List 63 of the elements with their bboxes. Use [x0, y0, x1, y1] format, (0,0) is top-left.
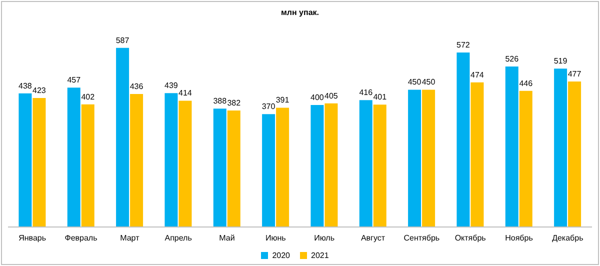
bar: [116, 48, 130, 227]
bar: [456, 52, 470, 227]
legend-label: 2021: [311, 251, 329, 260]
x-tick-label: Май: [219, 234, 235, 243]
bar: [568, 81, 582, 227]
bar: [422, 90, 436, 227]
bar: [324, 103, 338, 227]
data-label: 414: [178, 88, 192, 98]
data-label: 436: [130, 82, 144, 91]
data-label: 370: [262, 102, 276, 112]
data-label: 391: [276, 96, 290, 105]
data-label: 587: [116, 36, 130, 45]
chart-title: млн упак.: [280, 8, 320, 17]
data-label: 416: [359, 88, 374, 98]
bar: [213, 108, 226, 227]
bar: [130, 94, 144, 227]
x-tick-label: Январь: [18, 234, 46, 243]
bar: [276, 108, 290, 227]
data-label: 477: [568, 69, 582, 78]
bar: [554, 68, 568, 227]
bar: [32, 98, 46, 227]
data-label: 450: [408, 78, 422, 87]
data-label: 519: [554, 56, 568, 66]
data-label: 402: [81, 92, 96, 102]
data-label: 450: [422, 78, 436, 87]
x-tick-label: Октябрь: [454, 234, 486, 243]
x-tick-label: Ноябрь: [505, 234, 533, 243]
legend-label: 2020: [272, 251, 290, 260]
bar: [227, 110, 240, 227]
bar: [373, 104, 386, 227]
bar: [164, 93, 178, 227]
bar: [178, 100, 192, 227]
data-label: 400: [310, 92, 324, 102]
bar: [359, 100, 372, 227]
data-label: 474: [470, 70, 484, 80]
data-label: 423: [32, 86, 46, 95]
x-tick-label: Июнь: [265, 234, 286, 243]
data-label: 446: [519, 78, 534, 88]
x-tick-label: Апрель: [164, 234, 192, 243]
data-label: 438: [18, 81, 32, 90]
bar: [262, 114, 276, 227]
bar: [408, 90, 422, 227]
data-label: 572: [456, 40, 470, 50]
x-tick-label: Сентябрь: [404, 234, 440, 243]
x-tick-label: Июль: [314, 234, 335, 243]
data-label: 405: [324, 91, 338, 100]
bar: [519, 90, 532, 227]
data-label: 439: [164, 81, 178, 90]
x-tick-label: Март: [120, 234, 140, 243]
x-tick-label: Август: [360, 234, 386, 243]
data-label: 457: [67, 76, 82, 85]
bar: [18, 93, 32, 227]
bar: [505, 66, 518, 227]
data-label: 401: [373, 92, 388, 102]
data-label: 382: [227, 98, 242, 108]
x-tick-label: Февраль: [64, 234, 98, 243]
bar: [470, 82, 484, 227]
bar: [81, 104, 94, 227]
x-tick-label: Декабрь: [552, 234, 584, 243]
data-label: 526: [505, 54, 520, 64]
bar: [310, 104, 324, 227]
bar: [67, 88, 80, 227]
data-label: 388: [213, 96, 228, 106]
